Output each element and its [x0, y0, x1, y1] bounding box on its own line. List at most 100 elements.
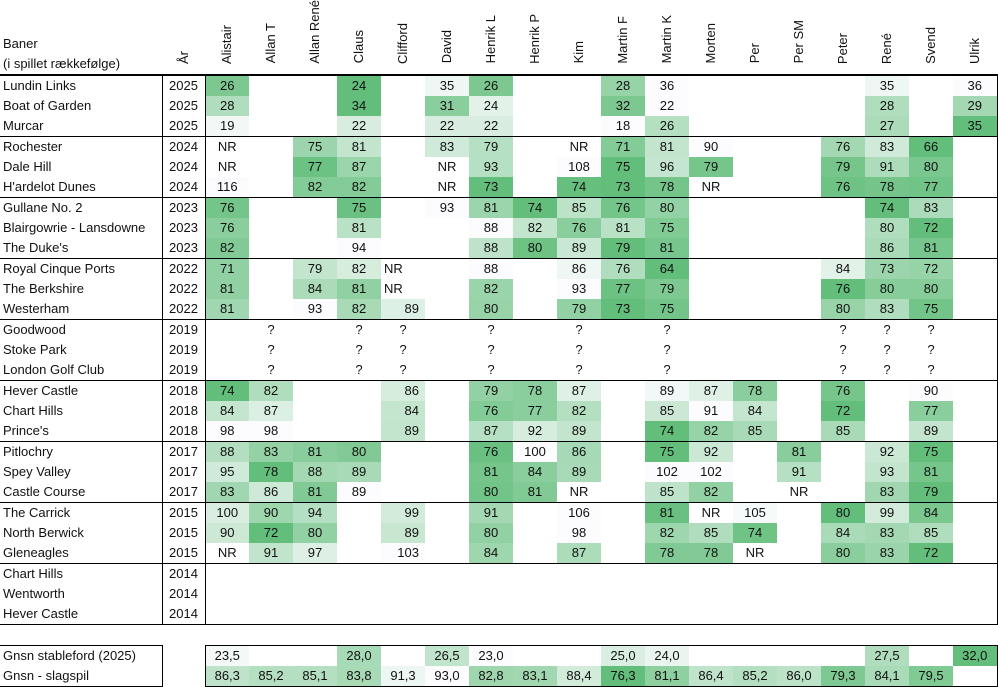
- score-cell[interactable]: [689, 218, 733, 238]
- course-year[interactable]: 2025: [162, 95, 206, 116]
- score-cell[interactable]: [425, 401, 469, 421]
- score-cell[interactable]: 78: [865, 176, 909, 198]
- score-cell[interactable]: [733, 603, 777, 625]
- score-cell[interactable]: [909, 96, 953, 116]
- score-cell[interactable]: 89: [645, 379, 689, 401]
- course-year[interactable]: 2018: [162, 400, 206, 421]
- score-cell[interactable]: 81: [293, 481, 337, 503]
- course-year[interactable]: 2018: [162, 379, 206, 401]
- score-cell[interactable]: [249, 96, 293, 116]
- score-cell[interactable]: 93: [293, 298, 337, 320]
- score-cell[interactable]: 84: [733, 400, 777, 421]
- score-cell[interactable]: 80: [293, 522, 337, 543]
- score-cell[interactable]: 73: [469, 176, 513, 198]
- score-cell[interactable]: [513, 157, 557, 177]
- summary-value[interactable]: 85,2: [249, 665, 293, 687]
- score-cell[interactable]: 89: [557, 461, 601, 482]
- score-cell[interactable]: [733, 299, 777, 320]
- score-cell[interactable]: 85: [909, 522, 953, 543]
- score-cell[interactable]: [733, 584, 777, 604]
- course-name[interactable]: Castle Course: [0, 481, 163, 503]
- score-cell[interactable]: 94: [337, 237, 381, 259]
- score-cell[interactable]: [953, 237, 998, 259]
- score-cell[interactable]: 66: [909, 135, 953, 157]
- summary-value[interactable]: 86,0: [777, 665, 821, 687]
- score-cell[interactable]: 82: [205, 237, 249, 259]
- summary-value[interactable]: 25,0: [601, 644, 645, 666]
- score-cell[interactable]: 85: [557, 196, 601, 218]
- score-cell[interactable]: 82: [645, 522, 689, 543]
- score-cell[interactable]: 83: [249, 440, 293, 462]
- score-cell[interactable]: [821, 196, 865, 218]
- score-cell[interactable]: 77: [513, 400, 557, 421]
- score-cell[interactable]: ?: [575, 341, 583, 357]
- score-cell[interactable]: [425, 279, 469, 299]
- score-cell[interactable]: [249, 196, 293, 218]
- score-cell[interactable]: [425, 501, 469, 523]
- score-cell[interactable]: ?: [487, 341, 495, 357]
- course-name[interactable]: Wentworth: [0, 583, 163, 604]
- score-cell[interactable]: 28: [601, 74, 645, 96]
- score-cell[interactable]: 73: [601, 298, 645, 320]
- score-cell[interactable]: 87: [557, 542, 601, 564]
- score-cell[interactable]: 83: [865, 542, 909, 564]
- score-cell[interactable]: ?: [663, 341, 671, 357]
- score-cell[interactable]: [777, 196, 821, 218]
- score-cell[interactable]: 96: [645, 156, 689, 177]
- header-player[interactable]: Morten: [689, 0, 733, 76]
- score-cell[interactable]: [601, 401, 645, 421]
- score-cell[interactable]: [821, 96, 865, 116]
- score-cell[interactable]: [953, 562, 998, 584]
- summary-value[interactable]: [513, 644, 557, 666]
- summary-value[interactable]: 88,4: [557, 665, 601, 687]
- score-cell[interactable]: [205, 318, 249, 340]
- score-cell[interactable]: 82: [337, 257, 381, 279]
- score-cell[interactable]: 81: [777, 440, 821, 462]
- score-cell[interactable]: [953, 135, 998, 157]
- score-cell[interactable]: [689, 196, 733, 218]
- score-cell[interactable]: 88: [293, 461, 337, 482]
- score-cell[interactable]: [601, 562, 645, 584]
- score-cell[interactable]: 74: [645, 420, 689, 442]
- score-cell[interactable]: 89: [337, 461, 381, 482]
- score-cell[interactable]: 31: [425, 95, 469, 116]
- score-cell[interactable]: 64: [645, 257, 689, 279]
- score-cell[interactable]: [821, 562, 865, 584]
- score-cell[interactable]: [293, 360, 337, 381]
- course-name[interactable]: Goodwood: [0, 318, 163, 340]
- score-cell[interactable]: [513, 135, 557, 157]
- header-course[interactable]: Baner (i spillet rækkefølge): [0, 0, 162, 76]
- score-cell[interactable]: 83: [865, 135, 909, 157]
- score-cell[interactable]: [513, 360, 557, 381]
- course-year[interactable]: 2024: [162, 156, 206, 177]
- score-cell[interactable]: 80: [337, 440, 381, 462]
- course-year[interactable]: 2022: [162, 278, 206, 299]
- score-cell[interactable]: 84: [293, 278, 337, 299]
- score-cell[interactable]: 76: [469, 400, 513, 421]
- score-cell[interactable]: [821, 584, 865, 604]
- score-cell[interactable]: ?: [399, 361, 407, 377]
- score-cell[interactable]: [293, 238, 337, 259]
- header-player[interactable]: Allan T: [249, 0, 293, 76]
- score-cell[interactable]: 28: [865, 95, 909, 116]
- score-cell[interactable]: 87: [689, 379, 733, 401]
- score-cell[interactable]: ?: [839, 361, 847, 377]
- course-year[interactable]: 2015: [162, 522, 206, 543]
- course-name[interactable]: Blairgowrie - Lansdowne: [0, 217, 163, 238]
- score-cell[interactable]: ?: [469, 318, 513, 340]
- score-cell[interactable]: [777, 379, 821, 401]
- score-cell[interactable]: 89: [381, 420, 425, 442]
- score-cell[interactable]: [733, 75, 777, 96]
- score-cell[interactable]: [777, 177, 821, 198]
- score-cell[interactable]: [777, 584, 821, 604]
- score-cell[interactable]: 76: [205, 217, 249, 238]
- score-cell[interactable]: [777, 562, 821, 584]
- summary-value[interactable]: 76,3: [601, 665, 645, 687]
- score-cell[interactable]: 86: [557, 440, 601, 462]
- score-cell[interactable]: [381, 603, 425, 625]
- score-cell[interactable]: 36: [645, 74, 689, 96]
- score-cell[interactable]: [337, 584, 381, 604]
- score-cell[interactable]: 78: [689, 542, 733, 564]
- score-cell[interactable]: 75: [909, 440, 953, 462]
- score-cell[interactable]: 24: [337, 74, 381, 96]
